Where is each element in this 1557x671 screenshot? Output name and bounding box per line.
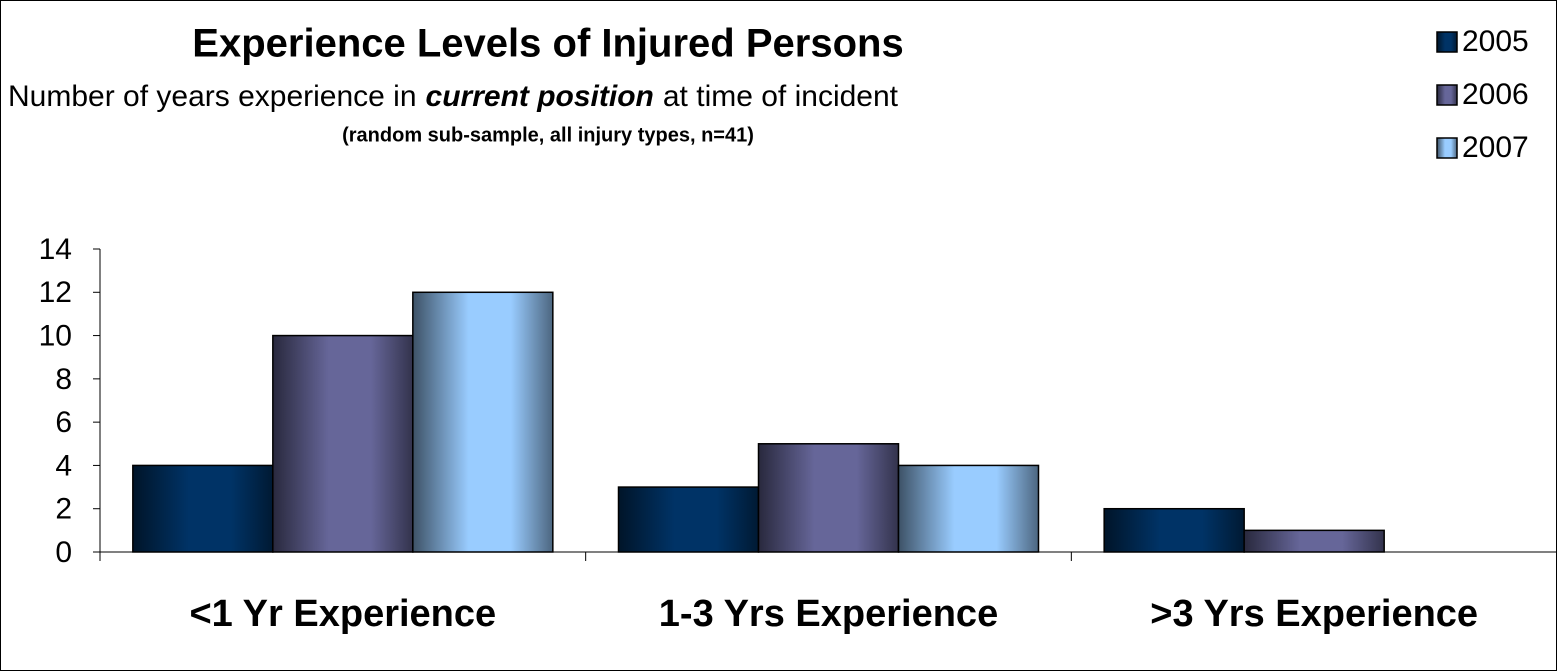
bar (757, 443, 900, 553)
y-tick-label: 10 (39, 319, 72, 352)
legend-swatch-shade (1437, 32, 1457, 52)
bar (132, 464, 274, 553)
subtitle-emphasis: current position (426, 80, 654, 113)
bar (1243, 529, 1385, 553)
bar (897, 464, 1040, 553)
bar (412, 291, 554, 553)
legend-swatch-shade (1437, 85, 1457, 105)
y-tick-label: 0 (55, 536, 72, 569)
bar (1103, 507, 1245, 553)
subtitle-part: at time of incident (663, 80, 899, 113)
y-tick-label: 4 (55, 449, 72, 482)
chart-note: (random sub-sample, all injury types, n=… (342, 124, 754, 146)
y-tick-label: 14 (39, 233, 72, 266)
y-tick-label: 8 (55, 363, 72, 396)
legend-label: 2007 (1462, 131, 1529, 164)
legend-label: 2006 (1462, 78, 1529, 111)
chart-title: Experience Levels of Injured Persons (192, 22, 903, 66)
legend-label: 2005 (1462, 25, 1529, 58)
y-tick-label: 12 (39, 276, 72, 309)
legend-swatch-shade (1437, 138, 1457, 158)
subtitle-part: Number of years experience in (8, 80, 417, 113)
bar (617, 486, 760, 553)
y-tick-label: 6 (55, 406, 72, 439)
y-tick-label: 2 (55, 493, 72, 526)
x-tick-label: >3 Yrs Experience (1150, 593, 1478, 635)
x-tick-label: 1-3 Yrs Experience (659, 593, 998, 635)
chart-subtitle: Number of years experience in current pos… (8, 80, 899, 113)
bar (272, 334, 414, 553)
x-tick-label: <1 Yr Experience (189, 593, 496, 635)
